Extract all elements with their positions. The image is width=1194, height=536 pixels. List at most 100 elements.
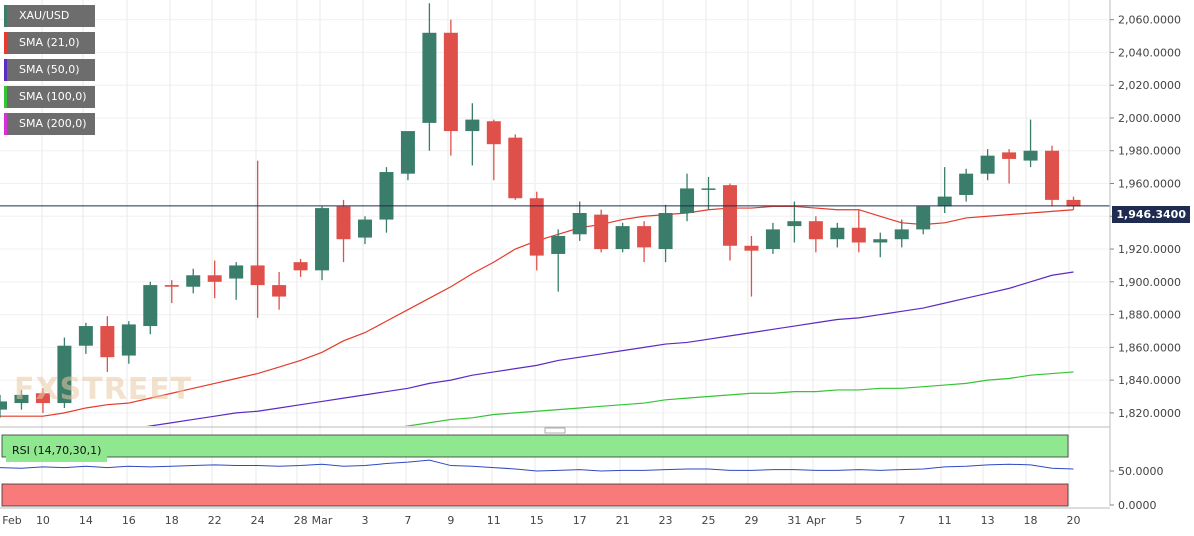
time-tick-label: Apr <box>806 514 826 527</box>
candle-body <box>508 137 523 199</box>
candle-body <box>529 198 544 256</box>
candle-body <box>572 213 587 235</box>
time-tick-label: 18 <box>165 514 179 527</box>
candle-body <box>1045 150 1060 200</box>
candle-body <box>229 265 244 279</box>
rsi-oversold-zone <box>1 483 1069 507</box>
price-tick-label: 1,980.0000 <box>1118 145 1181 158</box>
time-tick-label: 9 <box>447 514 454 527</box>
legend-label: SMA (21,0) <box>19 36 80 49</box>
candle-body <box>980 155 995 174</box>
candle-body <box>637 226 652 248</box>
candle-body <box>873 239 888 243</box>
time-tick-label: 18 <box>1024 514 1038 527</box>
time-tick-label: 21 <box>616 514 630 527</box>
sma-line-2 <box>146 271 1074 426</box>
legend-item-sma21[interactable]: SMA (21,0) <box>4 32 95 54</box>
price-tick-label: 2,000.0000 <box>1118 112 1181 125</box>
candle-body <box>701 188 716 190</box>
time-tick-label: 17 <box>573 514 587 527</box>
time-tick-label: 29 <box>744 514 758 527</box>
candle-body <box>400 131 415 174</box>
time-tick-label: 23 <box>659 514 673 527</box>
candle-body <box>100 326 115 358</box>
time-tick-label: 11 <box>487 514 501 527</box>
candle-body <box>894 229 909 240</box>
legend-label: SMA (100,0) <box>19 90 87 103</box>
time-tick-label: 16 <box>122 514 136 527</box>
candle-body <box>1002 152 1017 159</box>
candle-body <box>357 219 372 238</box>
candle-body <box>486 121 501 145</box>
pane-resize-handle <box>544 427 566 434</box>
price-tick-label: 2,060.0000 <box>1118 14 1181 27</box>
candle-body <box>1023 150 1038 161</box>
time-tick-label: 3 <box>361 514 368 527</box>
candle-body <box>937 196 952 207</box>
candle-body <box>851 227 866 243</box>
candle-body <box>594 214 609 250</box>
candle-body <box>0 401 7 410</box>
candle-body <box>551 235 566 254</box>
candle-body <box>808 221 823 240</box>
candle-body <box>680 188 695 213</box>
candle-body <box>57 345 72 404</box>
legend-label: XAU/USD <box>19 9 70 22</box>
candle-body <box>658 213 673 250</box>
time-tick-label: 28 <box>294 514 308 527</box>
candle-body <box>959 173 974 195</box>
price-tick-label: 2,040.0000 <box>1118 46 1181 59</box>
candle-body <box>272 285 287 297</box>
candle-body <box>207 275 222 282</box>
price-tick-label: 1,900.0000 <box>1118 276 1181 289</box>
candle-body <box>121 324 136 356</box>
candle-body <box>615 226 630 250</box>
legend-item-sma100[interactable]: SMA (100,0) <box>4 86 95 108</box>
time-tick-label: 11 <box>938 514 952 527</box>
candle-body <box>336 206 351 240</box>
time-tick-label: 15 <box>530 514 544 527</box>
price-tick-label: 1,860.0000 <box>1118 341 1181 354</box>
price-tick-label: 1,920.0000 <box>1118 243 1181 256</box>
candle-body <box>1066 199 1081 207</box>
time-tick-label: 7 <box>898 514 905 527</box>
price-tick-label: 1,840.0000 <box>1118 374 1181 387</box>
candle-body <box>164 285 179 287</box>
time-tick-label: 25 <box>702 514 716 527</box>
time-tick-label: 14 <box>79 514 93 527</box>
legend-item-xauusd[interactable]: XAU/USD <box>4 5 95 27</box>
legend-item-sma200[interactable]: SMA (200,0) <box>4 113 95 135</box>
rsi-overbought-zone <box>1 434 1069 458</box>
candle-body <box>422 32 437 123</box>
candle-body <box>14 394 29 404</box>
time-tick-label: 5 <box>855 514 862 527</box>
price-tick-label: 1,880.0000 <box>1118 309 1181 322</box>
candle-body <box>186 275 201 287</box>
candle-body <box>35 393 50 404</box>
time-tick-label: 31 <box>787 514 801 527</box>
time-tick-label: 13 <box>981 514 995 527</box>
rsi-legend-label[interactable]: RSI (14,70,30,1) <box>6 440 108 462</box>
candle-body <box>787 221 802 227</box>
legend: XAU/USD SMA (21,0) SMA (50,0) SMA (100,0… <box>4 5 95 140</box>
rsi-tick-label: 0.0000 <box>1118 499 1157 512</box>
last-price-tag: 1,946.3400 <box>1112 206 1190 223</box>
legend-label: SMA (200,0) <box>19 117 87 130</box>
time-tick-label: Feb <box>2 514 21 527</box>
candle-body <box>722 185 737 246</box>
rsi-line <box>0 459 1074 472</box>
candle-body <box>78 326 93 346</box>
time-tick-label: 24 <box>251 514 265 527</box>
candle-body <box>379 172 394 220</box>
legend-item-sma50[interactable]: SMA (50,0) <box>4 59 95 81</box>
price-tick-label: 2,020.0000 <box>1118 79 1181 92</box>
candle-body <box>443 32 458 132</box>
candle-body <box>916 206 931 230</box>
candle-body <box>465 119 480 132</box>
candle-body <box>250 265 265 286</box>
time-tick-label: 22 <box>208 514 222 527</box>
time-tick-label: 10 <box>36 514 50 527</box>
time-tick-label: 7 <box>404 514 411 527</box>
